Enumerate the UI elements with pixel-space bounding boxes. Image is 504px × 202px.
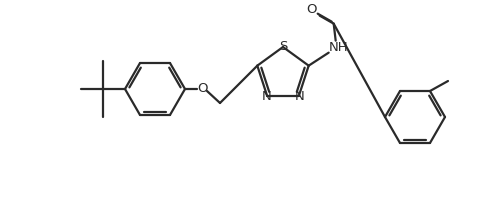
Text: NH: NH xyxy=(329,41,348,54)
Text: N: N xyxy=(295,90,305,103)
Text: N: N xyxy=(261,90,271,103)
Text: O: O xyxy=(306,3,317,16)
Text: O: O xyxy=(197,82,207,96)
Text: S: S xyxy=(279,40,287,53)
